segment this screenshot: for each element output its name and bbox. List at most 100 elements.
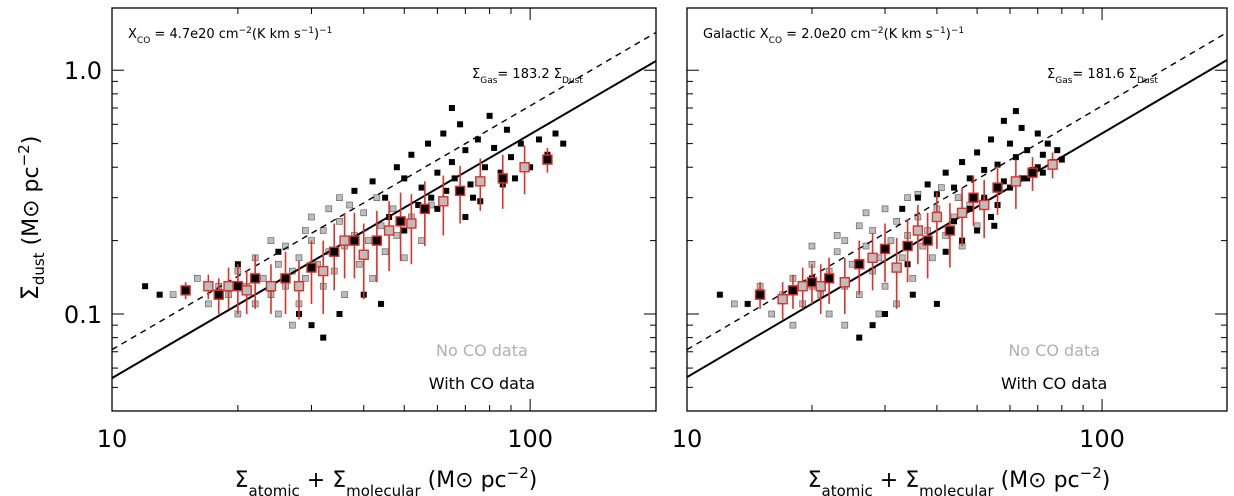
panel-1-with-co-point-42 <box>320 334 327 341</box>
panel-1-no-co-point-2 <box>205 300 212 308</box>
panel-1-with-co-point-1 <box>156 291 163 298</box>
panel-1-no-co-point-29 <box>360 209 368 217</box>
panel-2-bin-point-16 <box>944 225 956 236</box>
panel-2-no-co-point-19 <box>881 282 889 290</box>
panel-2-bin-point-10 <box>879 243 891 255</box>
panel-2-bin-point-18 <box>968 192 979 203</box>
panel-1-no-co-point-44 <box>289 321 296 329</box>
panel-2-bin-point-22 <box>1027 167 1038 178</box>
panel-1-with-co-point-3 <box>275 248 282 255</box>
panel-1-with-co-point-29 <box>535 136 542 143</box>
panel-1-bin-point-25 <box>519 162 530 173</box>
panel-1-with-co-point-9 <box>393 164 400 171</box>
panel-2-no-co-point-0 <box>730 300 738 308</box>
panel-1-bin-point-2 <box>213 289 224 300</box>
panel-2-with-co-point-11 <box>959 159 966 166</box>
panel-1-no-co-point-21 <box>319 227 327 234</box>
panel-2-with-co-point-40 <box>1000 117 1007 124</box>
panel-1-no-co-point-28 <box>355 260 363 268</box>
panel-2-no-co-point-40 <box>841 321 849 329</box>
panel-1-with-co-point-38 <box>469 194 476 201</box>
panel-2-with-co-point-44 <box>974 227 981 234</box>
panel-2-bin-point-5 <box>815 281 826 292</box>
panel-1-with-co-point-24 <box>497 169 504 176</box>
panel-1-x-axis-label: Σatomic + Σmolecular (M⊙ pc−2) <box>235 464 538 496</box>
panel-2-bin-point-12 <box>902 240 913 252</box>
panel-2-with-co-point-13 <box>974 149 981 156</box>
panel-2-no-co-point-20 <box>887 237 895 244</box>
panel-1-bin-point-18 <box>395 216 406 227</box>
panel-1-xtick-label-0: 10 <box>97 425 128 453</box>
panel-1-bin-point-15 <box>358 249 369 260</box>
panel-2-bin-point-7 <box>839 277 851 288</box>
panel-2-with-co-point-27 <box>1054 147 1061 154</box>
panel-2-fit-line <box>687 59 1227 379</box>
panel-2-x-axis-label: Σatomic + Σmolecular (M⊙ pc−2) <box>808 464 1111 496</box>
panel-2-with-co-point-17 <box>1000 178 1007 185</box>
chart-panel-2: Galactic XCO = 2.0e20 cm−2(K km s−1)−1 Σ… <box>672 7 1228 496</box>
panel-1-bin-point-7 <box>265 281 277 292</box>
panel-1-with-co-point-17 <box>457 121 464 128</box>
y-axis-label: Σdust (M⊙ pc−2) <box>15 136 48 301</box>
y-axis-label-close: ) <box>19 136 44 145</box>
panel-1-with-co-point-20 <box>474 136 481 143</box>
panel-1-bin-point-0 <box>180 285 191 296</box>
panel-2-no-co-point-2 <box>768 310 776 318</box>
panel-1-no-co-point-40 <box>267 237 275 244</box>
panel-2-bin-point-19 <box>978 199 990 211</box>
panel-2-with-co-point-1 <box>744 300 751 307</box>
panel-1-with-co-point-4 <box>308 322 315 329</box>
panel-1-with-co-point-23 <box>491 144 498 151</box>
panel-1-with-co-point-34 <box>415 201 422 208</box>
panel-2-with-co-point-7 <box>924 181 931 188</box>
panel-1-no-co-point-41 <box>308 213 315 221</box>
panel-2-with-co-point-49 <box>991 222 998 229</box>
panel-2-no-co-point-15 <box>862 242 870 250</box>
panel-1-bin-point-5 <box>241 285 252 296</box>
panel-2-bin-point-0 <box>754 289 766 300</box>
panel-1-no-co-point-34 <box>389 205 397 213</box>
panel-2-with-co-point-34 <box>1018 175 1025 182</box>
panel-2-with-co-point-30 <box>966 205 973 212</box>
panel-1-no-co-point-0 <box>169 291 177 298</box>
panel-1-bin-point-3 <box>223 281 234 292</box>
panel-2-with-co-point-21 <box>1024 147 1031 154</box>
panel-2-bin-point-13 <box>912 225 924 236</box>
panel-1-bin-point-9 <box>293 281 305 292</box>
panel-1-with-co-point-48 <box>511 175 518 182</box>
panel-1-no-co-point-33 <box>381 248 389 256</box>
panel-2-points <box>716 108 1065 341</box>
panel-1-no-co-point-31 <box>369 275 376 282</box>
panel-1-with-co-point-44 <box>401 227 408 234</box>
panel-2-no-co-point-47 <box>833 232 841 239</box>
panel-1-no-co-point-48 <box>302 227 309 234</box>
panel-1-no-co-point-42 <box>336 194 343 201</box>
panel-1-with-co-point-7 <box>369 178 376 185</box>
panel-1-no-co-point-9 <box>259 275 267 282</box>
panel-1-bin-point-16 <box>371 235 383 246</box>
panel-1-no-co-point-32 <box>377 222 385 230</box>
panel-2-no-co-point-49 <box>808 242 816 250</box>
panel-2-with-co-point-10 <box>951 184 958 191</box>
panel-1-no-co-point-35 <box>393 232 401 239</box>
panel-1-bin-point-11 <box>318 265 329 277</box>
panel-1-no-co-point-24 <box>336 218 343 225</box>
panel-2-with-co-point-0 <box>716 291 723 298</box>
panel-1-bin-point-4 <box>232 281 244 292</box>
panel-1-bin-point-21 <box>438 196 449 207</box>
panel-2-with-co-point-20 <box>1018 124 1025 131</box>
panel-1-with-co-point-28 <box>527 164 534 171</box>
panel-2-with-co-point-3 <box>856 334 863 341</box>
panel-1-comparison-line <box>112 31 656 351</box>
panel-2-bin-point-3 <box>797 281 808 292</box>
y-axis-label-exp: −2 <box>15 144 33 166</box>
panel-2-with-co-point-25 <box>1044 140 1051 147</box>
panel-1-fit-lines <box>112 31 656 379</box>
panel-1-binned-points <box>180 145 553 320</box>
y-axis-label-units: (M⊙ pc <box>19 166 44 252</box>
panel-2-no-co-point-12 <box>841 237 849 244</box>
panel-1-with-co-point-13 <box>425 140 432 147</box>
panel-2-xco-annotation: Galactic XCO = 2.0e20 cm−2(K km s−1)−1 <box>703 26 964 46</box>
panel-2-with-co-point-4 <box>882 310 889 317</box>
